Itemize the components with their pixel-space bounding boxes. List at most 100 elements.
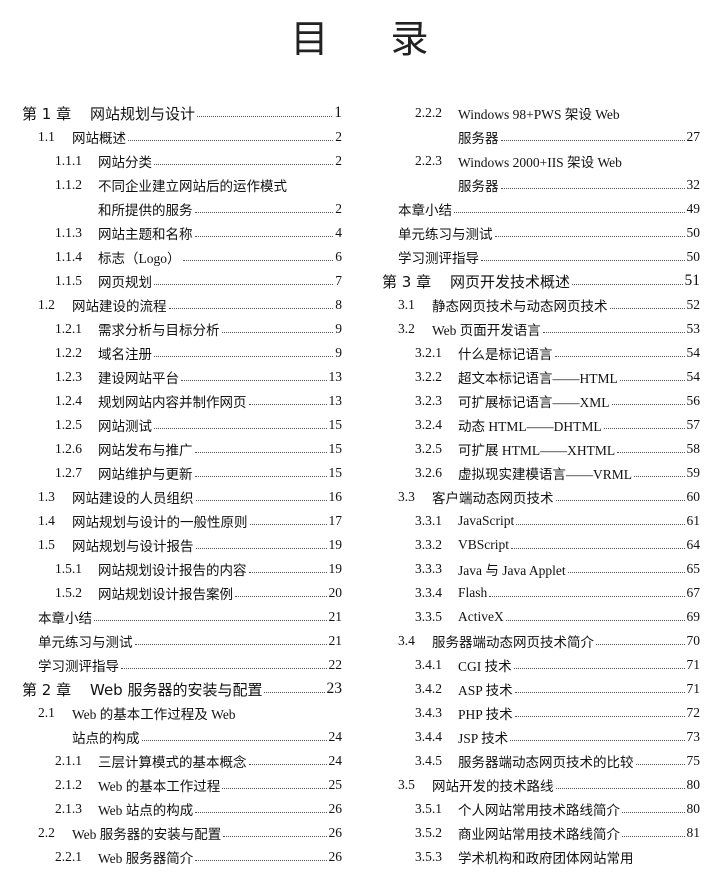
toc-entry[interactable]: 1.2.1 需求分析与目标分析 9 — [22, 317, 342, 341]
entry-page-number: 4 — [335, 225, 342, 240]
entry-title: 超文本标记语言——HTML — [458, 371, 618, 386]
dot-leader — [554, 355, 685, 357]
toc-entry[interactable]: 2.2.3 Windows 2000+IIS 架设 Web — [382, 149, 700, 173]
dot-leader — [635, 763, 685, 765]
toc-entry[interactable]: 2.1 Web 的基本工作过程及 Web — [22, 701, 342, 725]
toc-entry[interactable]: 3.5.1 个人网站常用技术路线简介 80 — [382, 797, 700, 821]
toc-entry[interactable]: 2.2.1 Web 服务器简介 26 — [22, 845, 342, 869]
toc-entry[interactable]: 1.1.3 网站主题和名称 4 — [22, 221, 342, 245]
toc-entry[interactable]: 1.3 网站建设的人员组织 16 — [22, 485, 342, 509]
toc-entry[interactable]: 单元练习与测试 21 — [22, 629, 342, 653]
toc-entry[interactable]: 3.2.2 超文本标记语言——HTML 54 — [382, 365, 700, 389]
entry-page-number: 49 — [686, 201, 701, 216]
entry-number: 2.1.2 — [55, 777, 82, 792]
entry-number: 1.2.3 — [55, 369, 82, 384]
toc-entry[interactable]: 学习测评指导 50 — [382, 245, 700, 269]
toc-entry[interactable]: 单元练习与测试 50 — [382, 221, 700, 245]
entry-number: 1.2.6 — [55, 441, 82, 456]
entry-title: Windows 98+PWS 架设 Web — [458, 107, 620, 122]
entry-title: 站点的构成 — [72, 731, 140, 746]
toc-entry[interactable]: 1.2.3 建设网站平台 13 — [22, 365, 342, 389]
toc-entry[interactable]: 站点的构成 24 — [22, 725, 342, 749]
toc-entry[interactable]: 1.2.5 网站测试 15 — [22, 413, 342, 437]
dot-leader — [195, 859, 327, 861]
toc-entry[interactable]: 3.2.4 动态 HTML——DHTML 57 — [382, 413, 700, 437]
entry-page-number: 53 — [686, 321, 701, 336]
entry-number: 3.3.3 — [415, 561, 442, 576]
toc-entry[interactable]: 1.2.7 网站维护与更新 15 — [22, 461, 342, 485]
toc-entry[interactable]: 3.4.2 ASP 技术 71 — [382, 677, 700, 701]
entry-title: 网站主题和名称 — [98, 227, 193, 242]
entry-title: 网站建设的人员组织 — [72, 491, 194, 506]
toc-entry[interactable]: 本章小结 49 — [382, 197, 700, 221]
toc-entry[interactable]: 3.2.1 什么是标记语言 54 — [382, 341, 700, 365]
toc-chapter-entry[interactable]: 第 2 章 Web 服务器的安装与配置 23 — [22, 677, 342, 701]
entry-number: 1.2.5 — [55, 417, 82, 432]
entry-page-number: 54 — [686, 369, 701, 384]
toc-entry[interactable]: 1.2.6 网站发布与推广 15 — [22, 437, 342, 461]
toc-entry[interactable]: 2.1.3 Web 站点的构成 26 — [22, 797, 342, 821]
entry-title: 网站规划设计报告案例 — [98, 587, 233, 602]
toc-chapter-entry[interactable]: 第 3 章网页开发技术概述 51 — [382, 269, 700, 293]
toc-entry[interactable]: 1.1 网站概述 2 — [22, 125, 342, 149]
toc-entry[interactable]: 3.4.4 JSP 技术 73 — [382, 725, 700, 749]
toc-entry[interactable]: 3.1 静态网页技术与动态网页技术 52 — [382, 293, 700, 317]
entry-title: 标志（Logo） — [98, 251, 181, 266]
entry-page-number: 50 — [686, 249, 701, 264]
toc-entry[interactable]: 服务器 27 — [382, 125, 700, 149]
entry-title: 静态网页技术与动态网页技术 — [432, 299, 608, 314]
toc-entry[interactable]: 1.5.2 网站规划设计报告案例 20 — [22, 581, 342, 605]
toc-entry[interactable]: 3.3.5 ActiveX 69 — [382, 605, 700, 629]
entry-title: Web 的基本工作过程 — [98, 779, 221, 794]
toc-entry[interactable]: 3.5.3 学术机构和政府团体网站常用 — [382, 845, 700, 869]
entry-title: 网页规划 — [98, 275, 152, 290]
toc-entry[interactable]: 2.1.2 Web 的基本工作过程 25 — [22, 773, 342, 797]
toc-entry[interactable]: 1.4 网站规划与设计的一般性原则 17 — [22, 509, 342, 533]
toc-entry[interactable]: 3.2 Web 页面开发语言 53 — [382, 317, 700, 341]
toc-entry[interactable]: 1.2.4 规划网站内容并制作网页 13 — [22, 389, 342, 413]
dot-leader — [128, 139, 334, 141]
toc-entry[interactable]: 服务器 32 — [382, 173, 700, 197]
toc-entry[interactable]: 2.2.2 Windows 98+PWS 架设 Web — [382, 101, 700, 125]
entry-page-number: 75 — [686, 753, 701, 768]
toc-entry[interactable]: 3.3 客户端动态网页技术 60 — [382, 485, 700, 509]
entry-title: 学术机构和政府团体网站常用 — [458, 851, 634, 866]
entry-title: 服务器 — [458, 179, 499, 194]
toc-chapter-entry[interactable]: 第 1 章网站规划与设计 1 — [22, 101, 342, 125]
toc-entry[interactable]: 1.1.2 不同企业建立网站后的运作模式 — [22, 173, 342, 197]
entry-page-number: 2 — [335, 201, 342, 216]
toc-entry[interactable]: 3.4.1 CGI 技术 71 — [382, 653, 700, 677]
entry-page-number: 26 — [328, 849, 343, 864]
dot-leader — [194, 235, 334, 237]
toc-entry[interactable]: 1.1.4 标志（Logo） 6 — [22, 245, 342, 269]
toc-entry[interactable]: 学习测评指导 22 — [22, 653, 342, 677]
toc-entry[interactable]: 3.3.2 VBScript 64 — [382, 533, 700, 557]
toc-entry[interactable]: 3.3.1 JavaScript 61 — [382, 509, 700, 533]
entry-number: 3.3 — [398, 489, 415, 504]
dot-leader — [154, 163, 334, 165]
toc-entry[interactable]: 1.2.2 域名注册 9 — [22, 341, 342, 365]
toc-entry[interactable]: 3.4 服务器端动态网页技术简介 70 — [382, 629, 700, 653]
toc-entry[interactable]: 2.2 Web 服务器的安装与配置 26 — [22, 821, 342, 845]
toc-entry[interactable]: 3.2.3 可扩展标记语言——XML 56 — [382, 389, 700, 413]
toc-entry[interactable]: 3.3.3 Java 与 Java Applet 65 — [382, 557, 700, 581]
toc-entry[interactable]: 1.5.1 网站规划设计报告的内容 19 — [22, 557, 342, 581]
toc-entry[interactable]: 3.3.4 Flash 67 — [382, 581, 700, 605]
toc-entry[interactable]: 3.2.6 虚拟现实建模语言——VRML 59 — [382, 461, 700, 485]
toc-entry[interactable]: 1.1.1 网站分类 2 — [22, 149, 342, 173]
entry-page-number: 13 — [328, 393, 343, 408]
toc-entry[interactable]: 本章小结 21 — [22, 605, 342, 629]
dot-leader — [248, 403, 327, 405]
toc-entry[interactable]: 2.1.1 三层计算模式的基本概念 24 — [22, 749, 342, 773]
toc-entry[interactable]: 3.4.3 PHP 技术 72 — [382, 701, 700, 725]
entry-page-number: 64 — [686, 537, 701, 552]
toc-entry[interactable]: 1.5 网站规划与设计报告 19 — [22, 533, 342, 557]
entry-number: 1.3 — [38, 489, 55, 504]
toc-entry[interactable]: 3.5.2 商业网站常用技术路线简介 81 — [382, 821, 700, 845]
toc-entry[interactable]: 1.1.5 网页规划 7 — [22, 269, 342, 293]
toc-entry[interactable]: 3.4.5 服务器端动态网页技术的比较 75 — [382, 749, 700, 773]
toc-entry[interactable]: 3.2.5 可扩展 HTML——XHTML 58 — [382, 437, 700, 461]
toc-entry[interactable]: 和所提供的服务 2 — [22, 197, 342, 221]
toc-entry[interactable]: 3.5 网站开发的技术路线 80 — [382, 773, 700, 797]
toc-entry[interactable]: 1.2 网站建设的流程 8 — [22, 293, 342, 317]
